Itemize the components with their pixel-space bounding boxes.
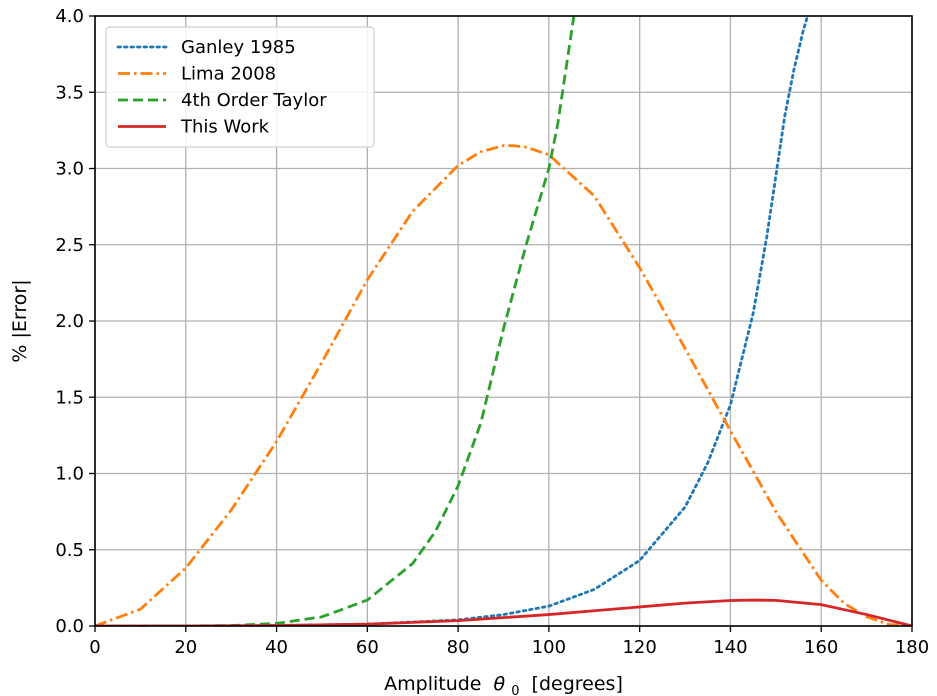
y-tick-label: 0.5 [55,540,84,561]
x-tick-label: 120 [622,637,656,658]
y-tick-label: 2.5 [55,235,84,256]
x-tick-label: 180 [895,637,929,658]
y-tick-label: 3.0 [55,159,84,180]
legend-label-4: This Work [180,117,270,138]
y-tick-label: 4.0 [55,6,84,27]
series-layer [95,16,912,626]
y-tick-label: 0.0 [55,616,84,637]
x-axis-label-subscript: 0 [511,684,519,696]
x-tick-label: 0 [89,637,100,658]
x-axis-label: Amplitude θ 0 [degrees] [384,673,623,696]
x-tick-label: 100 [532,637,566,658]
y-tick-label: 1.5 [55,387,84,408]
y-axis-label: % |Error| [9,279,31,362]
x-tick-label: 20 [174,637,197,658]
x-axis-label-symbol: θ [494,673,506,695]
x-tick-label: 80 [447,637,470,658]
x-tick-label: 140 [713,637,747,658]
y-tick-label: 2.0 [55,311,84,332]
x-tick-label: 40 [265,637,288,658]
series-line-2 [95,144,912,626]
series-line-4 [95,598,912,626]
x-axis-label-units: [degrees] [532,673,623,695]
legend-label-1: Ganley 1985 [181,37,296,58]
legend: Ganley 1985 Lima 2008 4th Order Taylor This… [105,26,375,148]
x-tick-label: 160 [804,637,838,658]
ticks: 0 20 40 60 80 100 120 140 160 180 0.0 0.5 1.0 1.5 2.0 2… [55,6,929,658]
y-tick-label: 1.0 [55,464,84,485]
y-tick-label: 3.5 [55,82,84,103]
legend-box [105,26,375,148]
x-axis-label-text: Amplitude [384,673,481,695]
x-tick-label: 60 [356,637,379,658]
legend-label-3: 4th Order Taylor [181,90,327,111]
legend-label-2: Lima 2008 [181,64,276,85]
